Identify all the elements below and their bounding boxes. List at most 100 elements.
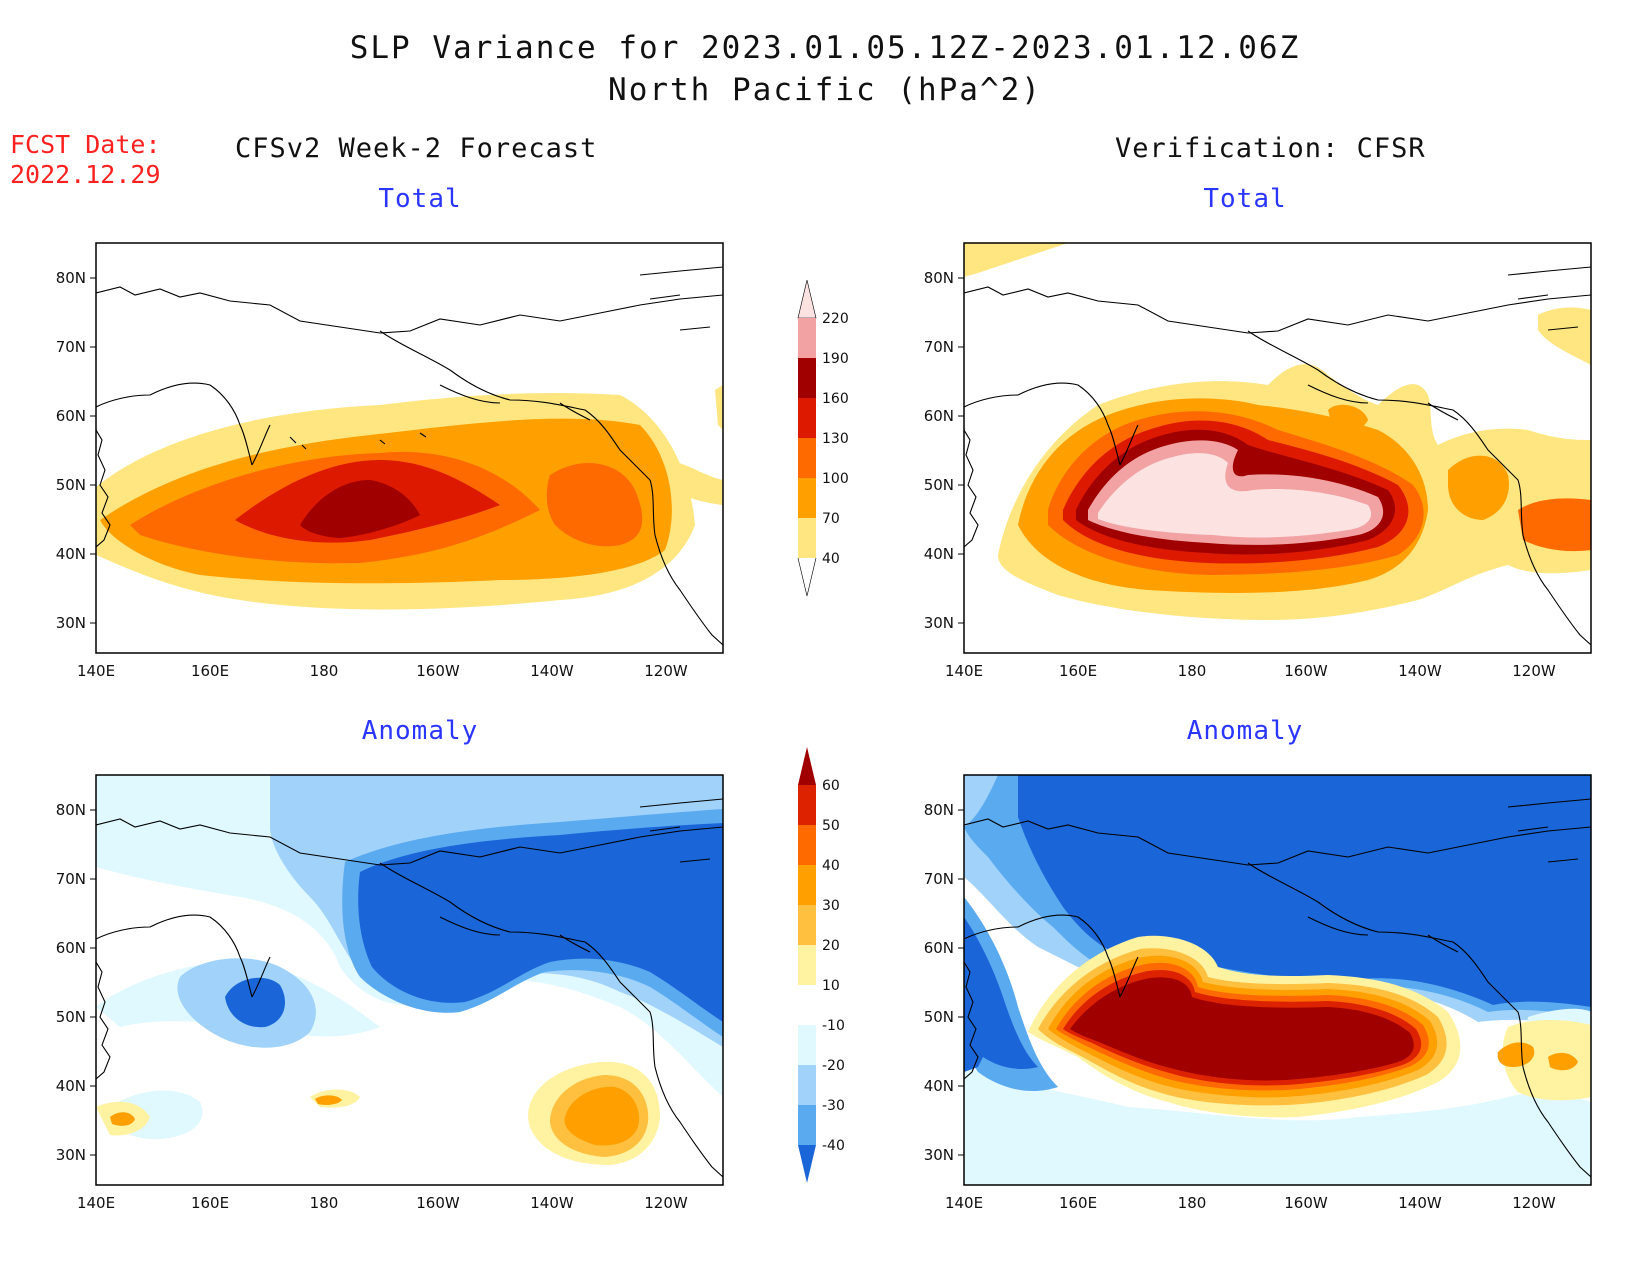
lat-label: 50N <box>56 1008 86 1026</box>
colorbar-total-label: 130 <box>822 431 849 447</box>
colorbar-anomaly-swatch <box>798 1105 816 1145</box>
lat-label: 80N <box>924 801 954 819</box>
colorbar-total-swatch <box>798 398 816 438</box>
colorbar-anomaly-label: -20 <box>822 1058 845 1074</box>
lon-label: 140E <box>77 662 115 680</box>
colorbar-anomaly-swatch <box>798 785 816 825</box>
lon-label: 160W <box>1284 1194 1328 1212</box>
lat-label: 30N <box>924 1146 954 1164</box>
forecast-column-title: CFSv2 Week-2 Forecast <box>235 133 598 164</box>
lon-label: 180 <box>310 662 339 680</box>
lon-label: 160E <box>1059 662 1097 680</box>
colorbar-anomaly-swatch <box>798 985 816 1025</box>
lon-label: 140E <box>77 1194 115 1212</box>
colorbar-total-swatch <box>798 438 816 478</box>
panel-title-forecast-total: Total <box>378 184 462 214</box>
lat-label: 30N <box>924 614 954 632</box>
colorbar-anomaly-swatch <box>798 905 816 945</box>
lat-label: 70N <box>924 338 954 356</box>
colorbar-total-label: 40 <box>822 551 840 567</box>
lon-label: 120W <box>644 662 688 680</box>
colorbar-anomaly-label: 10 <box>822 978 840 994</box>
lon-label: 160W <box>416 662 460 680</box>
figure-subtitle: North Pacific (hPa^2) <box>608 72 1042 108</box>
lon-label: 180 <box>1178 662 1207 680</box>
colorbar-anomaly-swatch <box>798 825 816 865</box>
lon-label: 120W <box>1512 1194 1556 1212</box>
colorbar-anomaly-swatch <box>798 1025 816 1065</box>
panel-title-forecast-anomaly: Anomaly <box>361 716 479 746</box>
figure-title: SLP Variance for 2023.01.05.12Z-2023.01.… <box>349 30 1301 66</box>
colorbar-anomaly-triangle-top <box>798 747 816 785</box>
colorbar-anomaly-label: 60 <box>822 778 840 794</box>
colorbar-total-label: 160 <box>822 391 849 407</box>
colorbar-anomaly-triangle-bottom <box>798 1145 816 1183</box>
lat-label: 50N <box>56 476 86 494</box>
colorbar-total-swatch <box>798 518 816 558</box>
colorbar-total-swatch <box>798 358 816 398</box>
lat-label: 60N <box>56 939 86 957</box>
lon-label: 140W <box>1398 1194 1442 1212</box>
colorbar-total-label: 70 <box>822 511 840 527</box>
colorbar-anomaly-swatch <box>798 945 816 985</box>
colorbar-total-swatch <box>798 318 816 358</box>
lat-label: 70N <box>56 870 86 888</box>
colorbar-anomaly-swatch <box>798 865 816 905</box>
lat-label: 70N <box>56 338 86 356</box>
lat-label: 60N <box>924 407 954 425</box>
colorbar-anomaly-swatch <box>798 1065 816 1105</box>
fcst-date-value: 2022.12.29 <box>10 160 161 189</box>
lat-label: 40N <box>924 1077 954 1095</box>
lat-label: 30N <box>56 614 86 632</box>
colorbar-total-swatch <box>798 478 816 518</box>
colorbar-total-label: 100 <box>822 471 849 487</box>
lon-label: 140E <box>945 1194 983 1212</box>
lat-label: 60N <box>56 407 86 425</box>
colorbar-anomaly: 60 50 40 30 20 10 -10 -20 -30 -40 <box>790 745 870 1215</box>
lon-label: 160W <box>1284 662 1328 680</box>
colorbar-total-triangle-top <box>797 280 817 319</box>
colorbar-anomaly-label: -10 <box>822 1018 845 1034</box>
lon-label: 140W <box>530 662 574 680</box>
lat-label: 80N <box>56 269 86 287</box>
lat-label: 50N <box>924 1008 954 1026</box>
lon-label: 160E <box>1059 1194 1097 1212</box>
lat-label: 80N <box>56 801 86 819</box>
colorbar-anomaly-label: -40 <box>822 1138 845 1154</box>
map-verification-total: 80N 70N 60N 50N 40N 30N 140E 160E 180 16… <box>908 235 1608 685</box>
lat-label: 40N <box>924 545 954 563</box>
panel-title-verification-total: Total <box>1203 184 1287 214</box>
lat-label: 40N <box>56 545 86 563</box>
map-forecast-total: 80N 70N 60N 50N 40N 30N 140E 160E 180 16… <box>40 235 740 685</box>
colorbar-anomaly-label: 20 <box>822 938 840 954</box>
lat-label: 60N <box>924 939 954 957</box>
lon-label: 160W <box>416 1194 460 1212</box>
colorbar-anomaly-label: 50 <box>822 818 840 834</box>
lat-label: 70N <box>924 870 954 888</box>
colorbar-total-label: 220 <box>822 311 849 327</box>
lon-label: 120W <box>644 1194 688 1212</box>
verification-column-title: Verification: CFSR <box>1115 133 1426 164</box>
lat-label: 50N <box>924 476 954 494</box>
colorbar-anomaly-label: -30 <box>822 1098 845 1114</box>
fcst-date-label: FCST Date: <box>10 130 161 159</box>
colorbar-total-triangle-bottom <box>797 557 817 597</box>
lat-label: 80N <box>924 269 954 287</box>
colorbar-total: 220 190 160 130 100 70 40 <box>790 280 870 620</box>
lon-label: 160E <box>191 1194 229 1212</box>
colorbar-anomaly-label: 30 <box>822 898 840 914</box>
lat-label: 40N <box>56 1077 86 1095</box>
colorbar-total-label: 190 <box>822 351 849 367</box>
map-forecast-anomaly: 80N 70N 60N 50N 40N 30N 140E 160E 180 16… <box>40 767 740 1217</box>
lon-label: 140E <box>945 662 983 680</box>
colorbar-anomaly-label: 40 <box>822 858 840 874</box>
lon-label: 140W <box>530 1194 574 1212</box>
lat-label: 30N <box>56 1146 86 1164</box>
lon-label: 160E <box>191 662 229 680</box>
lon-label: 180 <box>1178 1194 1207 1212</box>
panel-title-verification-anomaly: Anomaly <box>1186 716 1304 746</box>
lon-label: 180 <box>310 1194 339 1212</box>
lon-label: 120W <box>1512 662 1556 680</box>
lon-label: 140W <box>1398 662 1442 680</box>
map-verification-anomaly: 80N 70N 60N 50N 40N 30N 140E 160E 180 16… <box>908 767 1608 1217</box>
